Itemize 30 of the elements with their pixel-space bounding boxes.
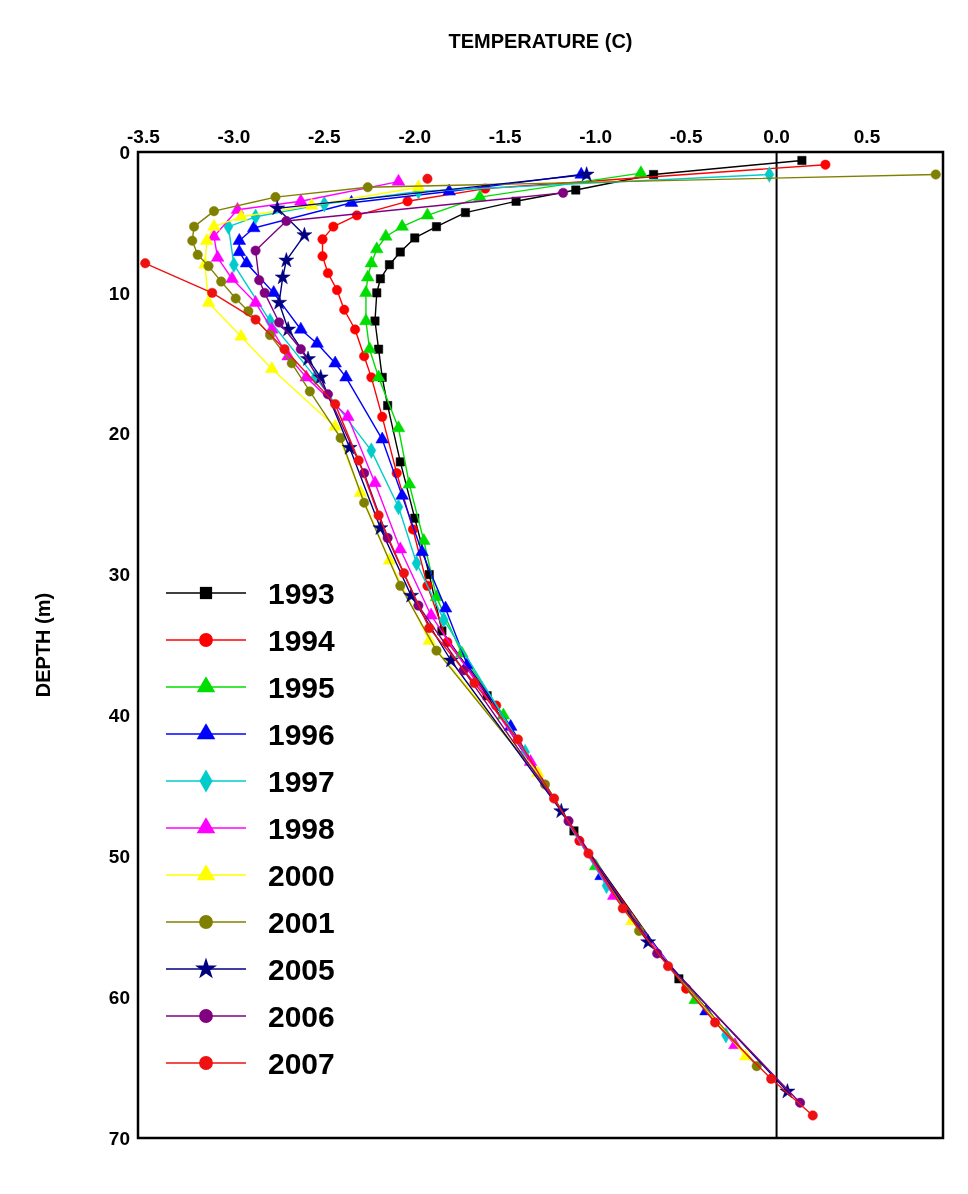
y-tick-label: 0	[119, 141, 130, 163]
legend-label: 2007	[268, 1046, 335, 1080]
x-tick-label: 0.5	[853, 126, 881, 147]
legend-label: 1996	[268, 717, 335, 751]
legend-label: 1998	[268, 811, 335, 845]
legend-label: 2005	[268, 952, 335, 986]
y-tick-label: 10	[108, 282, 130, 304]
text: -3.0	[217, 126, 251, 147]
x-tick-label: -0.5	[669, 126, 703, 147]
text: 0.0	[763, 126, 790, 147]
legend-label: 1997	[268, 764, 335, 798]
text: -1.0	[579, 126, 613, 147]
x-axis-title: TEMPERATURE (C)	[448, 30, 633, 52]
legend-label: 2000	[268, 858, 335, 892]
x-tick-label: -1.5	[488, 126, 523, 147]
y-tick-label: 50	[108, 845, 130, 867]
legend-label: 1995	[268, 670, 335, 704]
legend-label: 2006	[268, 999, 335, 1033]
y-axis-title: DEPTH (m)	[32, 592, 54, 698]
legend-label: 1993	[268, 576, 335, 610]
text: -2.0	[398, 126, 432, 147]
x-tick-label: -2.5	[307, 126, 342, 147]
legend-label: 1994	[268, 623, 336, 657]
y-tick-label: 20	[108, 423, 130, 445]
y-tick-label: 30	[108, 564, 130, 586]
y-tick-label: 60	[108, 986, 130, 1008]
y-tick-label: 70	[108, 1127, 130, 1149]
legend-label: 2001	[268, 905, 335, 939]
y-tick-label: 40	[108, 705, 130, 727]
x-tick-label: -3.5	[127, 126, 161, 147]
